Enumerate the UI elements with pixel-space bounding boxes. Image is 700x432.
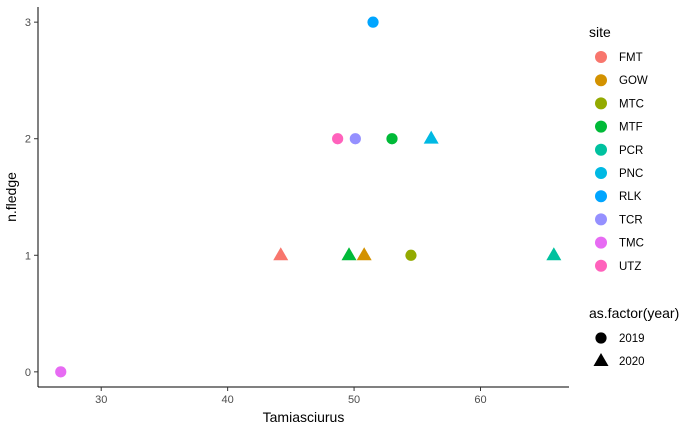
legend-key-utz bbox=[595, 259, 607, 272]
y-axis-title: n.fledge bbox=[3, 172, 19, 222]
y-tick-label: 1 bbox=[25, 250, 31, 262]
legend-key-pcr bbox=[595, 143, 607, 156]
legend-year-title: as.factor(year) bbox=[589, 305, 679, 321]
x-tick-label: 60 bbox=[474, 394, 486, 406]
legend-label-mtc: MTC bbox=[619, 98, 644, 110]
legend-label-tmc: TMC bbox=[619, 238, 644, 250]
data-point bbox=[332, 133, 344, 145]
legend-label-mtf: MTF bbox=[619, 122, 643, 134]
legend-label-rlk: RLK bbox=[619, 191, 642, 203]
legend-label-utz: UTZ bbox=[619, 261, 641, 273]
y-tick-label: 2 bbox=[25, 134, 31, 146]
data-point bbox=[386, 133, 398, 145]
x-axis-title: Tamiasciurus bbox=[263, 409, 345, 425]
data-point bbox=[55, 366, 67, 378]
x-tick-label: 40 bbox=[222, 394, 234, 406]
y-tick-label: 3 bbox=[25, 17, 31, 29]
legend-label-pcr: PCR bbox=[619, 145, 643, 157]
legend-label-fmt: FMT bbox=[619, 52, 643, 64]
data-point bbox=[546, 247, 562, 261]
legend-key-tmc bbox=[595, 236, 607, 249]
data-point bbox=[356, 247, 372, 261]
data-point bbox=[341, 247, 357, 261]
legend-key-mtc bbox=[595, 97, 607, 110]
x-tick-label: 50 bbox=[348, 394, 360, 406]
legend-label-2019: 2019 bbox=[619, 333, 645, 345]
legend-key-pnc bbox=[595, 167, 607, 179]
legend-label-gow: GOW bbox=[619, 75, 648, 87]
legend: site FMT GOW MTC MTF PCR PNC RLK TCR TMC UTZ as.f… bbox=[589, 24, 679, 368]
legend-key-2020 bbox=[593, 352, 609, 366]
legend-key-2019 bbox=[595, 332, 607, 344]
x-tick-label: 30 bbox=[95, 394, 107, 406]
data-point bbox=[405, 249, 417, 261]
legend-key-rlk bbox=[595, 190, 607, 203]
legend-label-2020: 2020 bbox=[619, 356, 645, 368]
legend-key-tcr bbox=[595, 213, 607, 226]
legend-site-title: site bbox=[589, 24, 611, 40]
legend-key-gow bbox=[595, 74, 607, 87]
legend-label-tcr: TCR bbox=[619, 214, 643, 226]
data-point bbox=[367, 16, 379, 28]
legend-key-mtf bbox=[595, 120, 607, 133]
data-point bbox=[349, 133, 361, 145]
legend-key-fmt bbox=[595, 51, 607, 63]
legend-label-pnc: PNC bbox=[619, 168, 643, 180]
data-point bbox=[423, 130, 439, 144]
data-point bbox=[273, 247, 289, 261]
y-tick-label: 0 bbox=[25, 367, 31, 379]
